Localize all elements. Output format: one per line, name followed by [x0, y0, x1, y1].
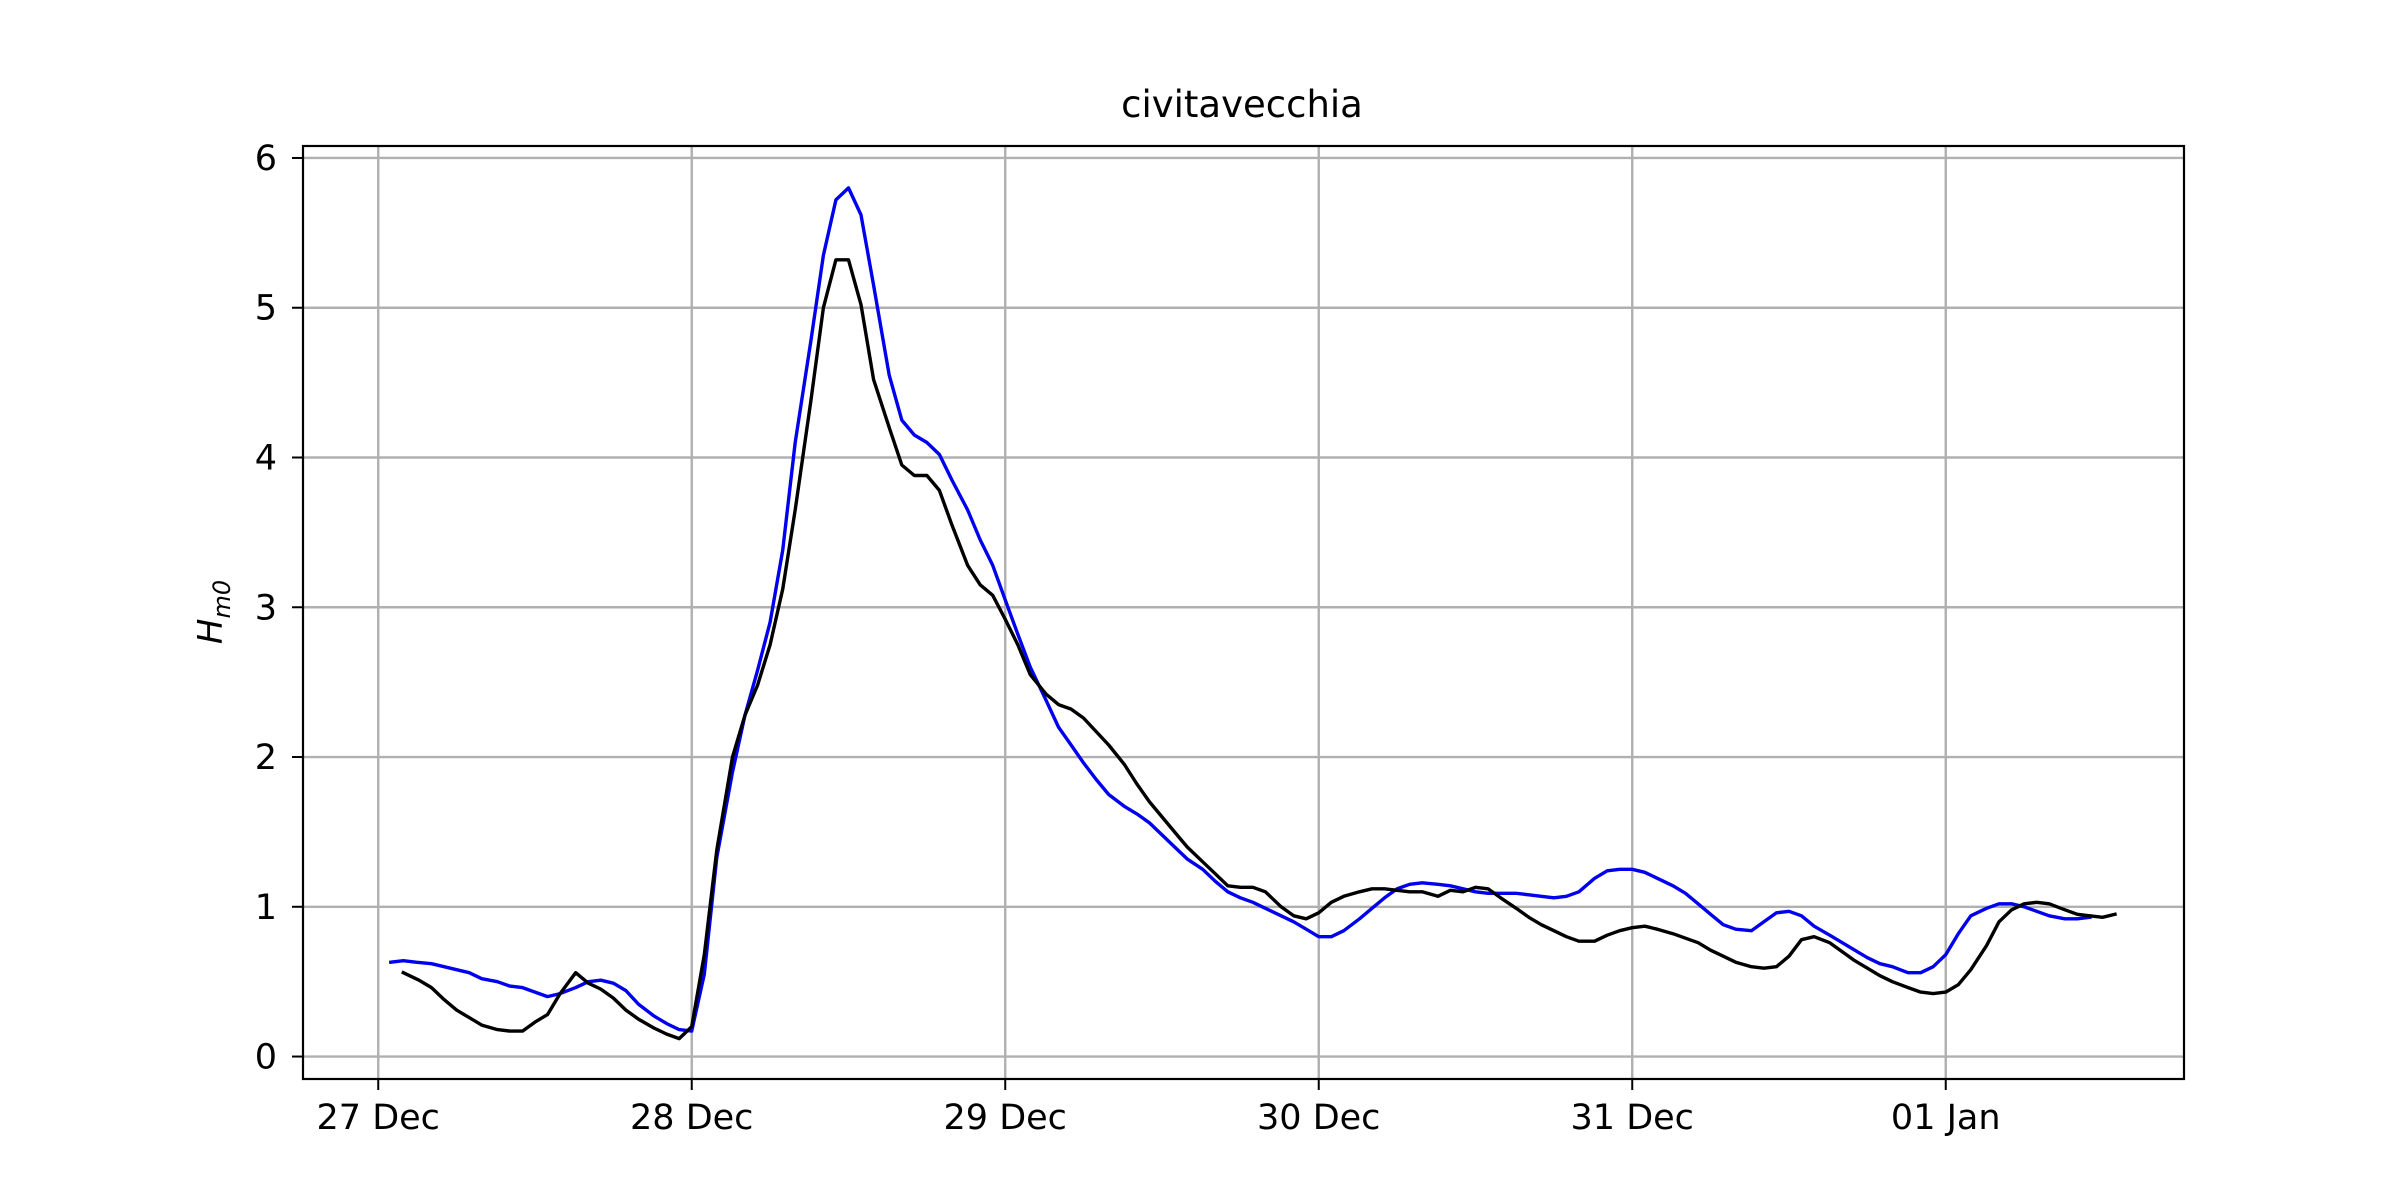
y-tick-label: 5	[255, 289, 277, 329]
grid-lines	[303, 146, 2184, 1079]
y-tick-label: 6	[255, 139, 277, 179]
x-tick-label: 01 Jan	[1891, 1098, 2001, 1138]
x-tick-label: 29 Dec	[944, 1098, 1067, 1138]
y-tick-label: 4	[255, 438, 277, 478]
chart-title: civitavecchia	[1121, 83, 1363, 126]
x-tick-label: 28 Dec	[630, 1098, 753, 1138]
x-tick-label: 31 Dec	[1571, 1098, 1694, 1138]
y-tick-label: 3	[255, 588, 277, 628]
y-tick-label: 1	[255, 888, 277, 928]
y-axis: 0 1 2 3 4 5 6	[255, 139, 303, 1078]
y-tick-label: 0	[255, 1038, 277, 1078]
x-axis: 27 Dec 28 Dec 29 Dec 30 Dec 31 Dec 01 Jan	[317, 1079, 2001, 1138]
x-tick-label: 27 Dec	[317, 1098, 440, 1138]
plot-frame	[301, 144, 2186, 1081]
y-axis-label-main: H	[191, 619, 231, 645]
y-tick-label: 2	[255, 738, 277, 778]
y-axis-label-subscript: m0	[208, 580, 236, 619]
y-axis-label: Hm0	[191, 580, 236, 644]
x-tick-label: 30 Dec	[1257, 1098, 1380, 1138]
series-line-2	[401, 258, 2118, 1041]
series-line-1	[388, 186, 2092, 1033]
series-layer	[388, 186, 2118, 1041]
